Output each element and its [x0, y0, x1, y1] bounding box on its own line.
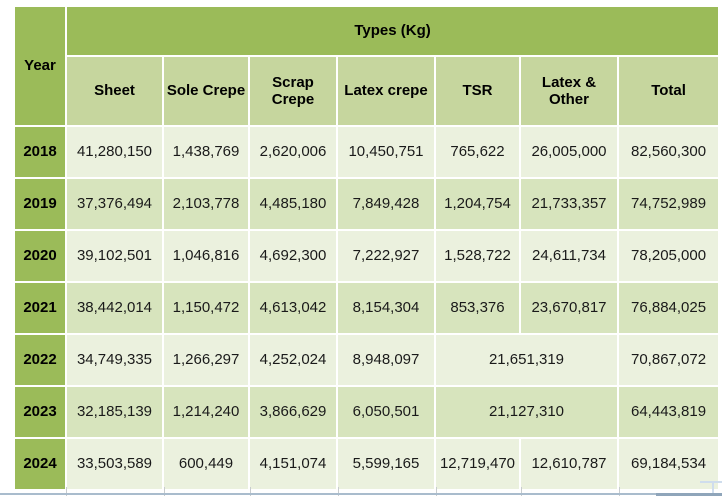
table-cell: 82,560,300	[619, 127, 719, 177]
column-header-latex-crepe: Latex crepe	[338, 57, 434, 125]
table-cell-merged-tsr-latex: 21,127,310	[436, 387, 617, 437]
table-cell-merged-tsr-latex: 21,651,319	[436, 335, 617, 385]
table-cell: 70,867,072	[619, 335, 719, 385]
table-cell: 2,103,778	[164, 179, 248, 229]
table-cell: 76,884,025	[619, 283, 719, 333]
table-row-2020: 2020 39,102,501 1,046,816 4,692,300 7,22…	[15, 231, 719, 281]
column-tick	[619, 487, 620, 496]
table-cell: 26,005,000	[521, 127, 617, 177]
table-cell: 24,611,734	[521, 231, 617, 281]
table-cell: 4,252,024	[250, 335, 336, 385]
table-cell: 3,866,629	[250, 387, 336, 437]
column-tick	[66, 487, 67, 496]
column-header-sole-crepe: Sole Crepe	[164, 57, 248, 125]
table-cell: 853,376	[436, 283, 519, 333]
column-tick	[436, 487, 437, 496]
table-cell: 7,849,428	[338, 179, 434, 229]
table-cell: 1,438,769	[164, 127, 248, 177]
table-cell: 600,449	[164, 439, 248, 489]
window-bottom-edge-segment	[656, 493, 722, 496]
table-cell: 32,185,139	[67, 387, 162, 437]
table-cell: 4,151,074	[250, 439, 336, 489]
table-cell: 765,622	[436, 127, 519, 177]
year-cell: 2023	[15, 387, 65, 437]
table-row-2018: 2018 41,280,150 1,438,769 2,620,006 10,4…	[15, 127, 719, 177]
table-cell: 4,692,300	[250, 231, 336, 281]
table-cell: 21,733,357	[521, 179, 617, 229]
table-cell: 38,442,014	[67, 283, 162, 333]
table-cell: 5,599,165	[338, 439, 434, 489]
column-header-latex-other: Latex & Other	[521, 57, 617, 125]
table-cell: 39,102,501	[67, 231, 162, 281]
year-cell: 2022	[15, 335, 65, 385]
column-header-total: Total	[619, 57, 719, 125]
column-header-tsr: TSR	[436, 57, 519, 125]
table-row-2021: 2021 38,442,014 1,150,472 4,613,042 8,15…	[15, 283, 719, 333]
table-cell: 1,266,297	[164, 335, 248, 385]
window-bottom-edge-line	[0, 493, 722, 495]
table-cell: 4,485,180	[250, 179, 336, 229]
table-subheader-row: Sheet Sole Crepe Scrap Crepe Latex crepe…	[15, 57, 719, 125]
table-cell: 41,280,150	[67, 127, 162, 177]
table-header-row: Year Types (Kg)	[15, 7, 719, 125]
table-cell: 7,222,927	[338, 231, 434, 281]
column-tick	[521, 487, 522, 496]
table-cell: 74,752,989	[619, 179, 719, 229]
data-table: Year Types (Kg) Sheet Sole Crepe Scrap C…	[13, 5, 720, 491]
year-cell: 2021	[15, 283, 65, 333]
table-cell: 8,948,097	[338, 335, 434, 385]
table-cell: 34,749,335	[67, 335, 162, 385]
table-cell: 78,205,000	[619, 231, 719, 281]
table-row-2023: 2023 32,185,139 1,214,240 3,866,629 6,05…	[15, 387, 719, 437]
year-cell: 2020	[15, 231, 65, 281]
table-cell: 69,184,534	[619, 439, 719, 489]
table-row-2019: 2019 37,376,494 2,103,778 4,485,180 7,84…	[15, 179, 719, 229]
table-cell: 1,528,722	[436, 231, 519, 281]
year-header-cell: Year	[15, 7, 65, 125]
table-cell: 2,620,006	[250, 127, 336, 177]
table-row-2024: 2024 33,503,589 600,449 4,151,074 5,599,…	[15, 439, 719, 489]
table-cell: 12,719,470	[436, 439, 519, 489]
year-cell: 2019	[15, 179, 65, 229]
table-cell: 8,154,304	[338, 283, 434, 333]
table-cell: 1,046,816	[164, 231, 248, 281]
column-tick	[164, 487, 165, 496]
table-cell: 1,214,240	[164, 387, 248, 437]
table-cell: 37,376,494	[67, 179, 162, 229]
table-cell: 12,610,787	[521, 439, 617, 489]
table-cell: 6,050,501	[338, 387, 434, 437]
column-header-sheet: Sheet	[67, 57, 162, 125]
window-corner-edge	[712, 481, 714, 493]
table-row-2022: 2022 34,749,335 1,266,297 4,252,024 8,94…	[15, 335, 719, 385]
types-header-cell: Types (Kg)	[67, 7, 719, 55]
year-cell: 2024	[15, 439, 65, 489]
table-cell: 1,150,472	[164, 283, 248, 333]
table-cell: 33,503,589	[67, 439, 162, 489]
column-header-scrap-crepe: Scrap Crepe	[250, 57, 336, 125]
year-cell: 2018	[15, 127, 65, 177]
column-tick	[250, 487, 251, 496]
table-cell: 4,613,042	[250, 283, 336, 333]
table-cell: 10,450,751	[338, 127, 434, 177]
table-cell: 1,204,754	[436, 179, 519, 229]
table-cell: 64,443,819	[619, 387, 719, 437]
column-tick	[338, 487, 339, 496]
table-cell: 23,670,817	[521, 283, 617, 333]
window-corner-edge	[700, 481, 722, 483]
